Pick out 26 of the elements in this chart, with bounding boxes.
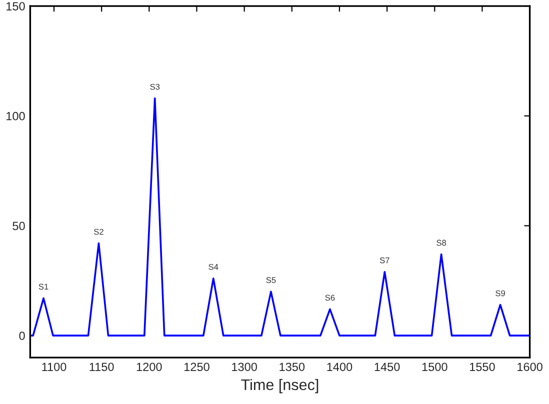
x-tick-label: 1250: [184, 362, 210, 372]
y-tick-label: 50: [12, 222, 25, 230]
annotation: S3: [150, 84, 160, 90]
annotation: S1: [38, 284, 48, 290]
x-tick-label: 1550: [470, 362, 495, 372]
x-tick-label: 1500: [422, 362, 448, 372]
annotation: S4: [208, 264, 218, 270]
x-tick-label: 1600: [518, 362, 542, 372]
x-tick-label: 1100: [42, 362, 66, 372]
x-tick-label: 1400: [327, 362, 352, 372]
x-tick-label: 1300: [232, 362, 257, 372]
line-series: [30, 97, 530, 336]
annotation: S6: [325, 294, 335, 301]
x-tick-label: 1200: [136, 362, 162, 372]
x-tick-label: 1450: [374, 362, 400, 372]
x-tick-label: 1350: [280, 362, 305, 372]
x-axis-title: Time [nsec]: [241, 378, 318, 394]
y-tick-label: 0: [19, 332, 25, 340]
y-tick-label: 100: [6, 112, 25, 120]
y-tick-label: 150: [6, 2, 25, 10]
annotation: S5: [266, 277, 276, 284]
annotation: S8: [436, 240, 446, 246]
annotation: S9: [496, 290, 505, 296]
annotation: S2: [94, 228, 104, 235]
annotation: S7: [380, 257, 390, 264]
x-tick-label: 1150: [90, 362, 114, 372]
